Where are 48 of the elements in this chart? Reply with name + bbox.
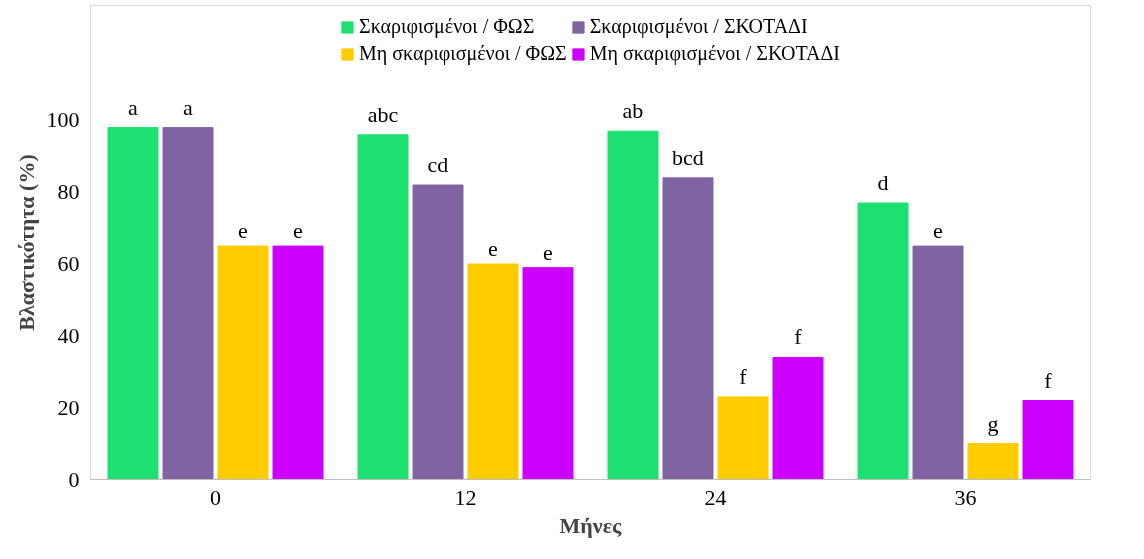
data-label: g	[987, 410, 999, 436]
data-label: e	[933, 218, 943, 244]
bar	[912, 245, 964, 480]
y-tick-label: 60	[57, 251, 80, 277]
data-label: ab	[622, 98, 644, 124]
data-label: e	[238, 218, 248, 244]
bar	[607, 130, 659, 480]
bar	[162, 127, 214, 480]
data-label: d	[877, 170, 889, 195]
bar	[107, 127, 159, 480]
data-label: cd	[427, 152, 449, 178]
x-tick-label: 24	[704, 484, 727, 510]
x-tick-label: 0	[210, 484, 221, 510]
data-label: f	[739, 363, 748, 389]
y-tick-label: 0	[68, 466, 80, 492]
bar	[217, 245, 269, 480]
bar	[1022, 400, 1074, 480]
data-label: f	[1044, 367, 1053, 393]
legend-label: Σκαριφισμένοι / ΦΩΣ	[358, 15, 535, 38]
bar	[412, 184, 464, 480]
x-tick-label: 12	[454, 484, 477, 510]
data-label: bcd	[672, 144, 704, 170]
y-tick-label: 80	[57, 179, 80, 205]
data-label: e	[488, 236, 498, 262]
x-tick-label: 36	[954, 484, 977, 510]
bar	[272, 245, 324, 480]
y-axis-title: Βλαστικότητα (%)	[13, 154, 39, 331]
bar	[467, 263, 519, 480]
bar	[772, 356, 824, 480]
x-axis-title: Μήνες	[559, 512, 623, 538]
legend-label: Μη σκαριφισμένοι / ΣΚΟΤΑΔΙ	[589, 42, 841, 65]
legend-label: Σκαριφισμένοι / ΣΚΟΤΑΔΙ	[589, 15, 808, 38]
y-tick-label: 40	[57, 322, 80, 348]
legend-label: Μη σκαριφισμένοι / ΦΩΣ	[358, 42, 567, 65]
y-tick-label: 20	[57, 394, 80, 420]
data-label: e	[293, 218, 303, 244]
data-label: a	[128, 94, 139, 120]
data-label: a	[183, 94, 194, 120]
data-label: f	[794, 324, 803, 350]
y-tick-label: 100	[46, 107, 80, 133]
bar	[662, 177, 714, 480]
bar	[522, 267, 574, 480]
data-label: abc	[367, 101, 399, 127]
data-label: e	[543, 239, 553, 265]
bar	[967, 443, 1019, 480]
bar	[857, 202, 909, 480]
bar	[717, 396, 769, 480]
bar	[357, 134, 409, 480]
